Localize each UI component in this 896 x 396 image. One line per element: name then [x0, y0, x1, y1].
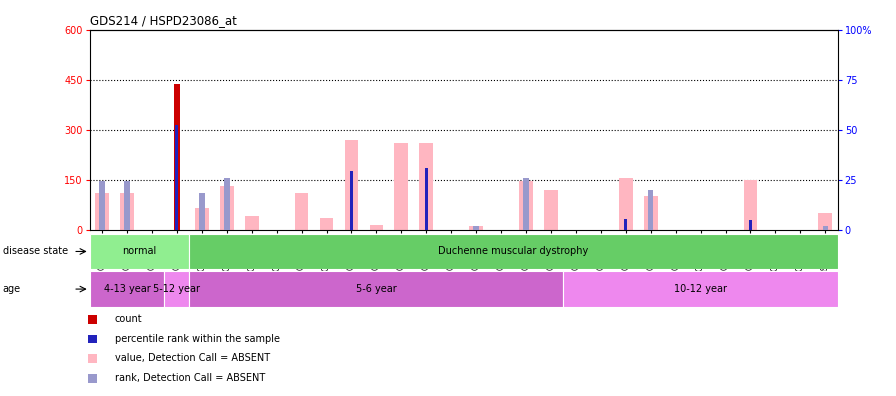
Bar [619, 178, 633, 230]
Text: GDS214 / HSPD23086_at: GDS214 / HSPD23086_at [90, 14, 237, 27]
Text: rank, Detection Call = ABSENT: rank, Detection Call = ABSENT [115, 373, 265, 383]
Text: 5-6 year: 5-6 year [356, 284, 397, 294]
Bar [648, 190, 653, 230]
Bar [165, 271, 189, 307]
Bar [295, 193, 308, 230]
Bar [320, 218, 333, 230]
Bar [120, 193, 134, 230]
Bar [176, 125, 178, 230]
Bar [199, 193, 204, 230]
Bar [195, 208, 209, 230]
Text: 4-13 year: 4-13 year [104, 284, 151, 294]
Text: count: count [115, 314, 142, 324]
Bar [425, 168, 427, 230]
Bar [220, 187, 234, 230]
Bar [625, 219, 627, 230]
Bar [564, 271, 838, 307]
Bar [544, 190, 558, 230]
Bar [90, 234, 189, 269]
Bar [174, 84, 179, 230]
Bar [823, 227, 828, 230]
Text: 10-12 year: 10-12 year [674, 284, 727, 294]
Bar [99, 181, 105, 230]
Text: age: age [3, 284, 21, 294]
Bar [744, 180, 757, 230]
Bar [350, 171, 353, 230]
Text: percentile rank within the sample: percentile rank within the sample [115, 333, 280, 344]
Bar [749, 220, 752, 230]
Text: 5-12 year: 5-12 year [153, 284, 201, 294]
Bar [369, 225, 383, 230]
Bar [473, 227, 478, 230]
Text: Duchenne muscular dystrophy: Duchenne muscular dystrophy [438, 246, 589, 257]
Bar [470, 227, 483, 230]
Bar [394, 143, 409, 230]
Bar [224, 178, 229, 230]
Bar [189, 271, 564, 307]
Text: normal: normal [123, 246, 157, 257]
Text: value, Detection Call = ABSENT: value, Detection Call = ABSENT [115, 353, 270, 364]
Bar [125, 181, 130, 230]
Bar [644, 196, 658, 230]
Bar [523, 178, 529, 230]
Bar [245, 216, 259, 230]
Bar [519, 181, 533, 230]
Bar [345, 140, 358, 230]
Bar [189, 234, 838, 269]
Bar [818, 213, 832, 230]
Bar [90, 271, 165, 307]
Text: disease state: disease state [3, 246, 68, 257]
Bar [95, 193, 109, 230]
Bar [419, 143, 433, 230]
